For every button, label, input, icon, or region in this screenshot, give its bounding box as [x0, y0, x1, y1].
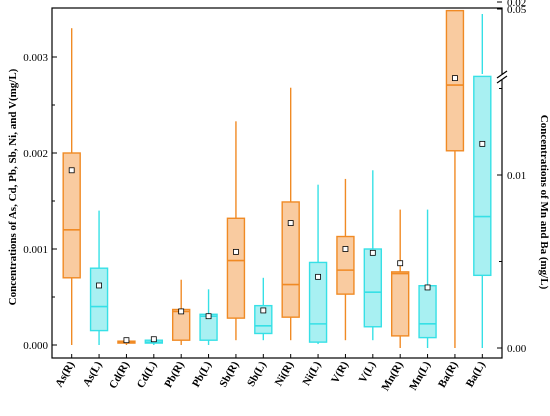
box-nil	[308, 184, 328, 345]
box-vl	[363, 170, 383, 341]
left-tick-label: 0.001	[23, 244, 48, 256]
category-label: As(R)	[53, 359, 77, 389]
mean-marker	[260, 307, 267, 314]
category-label: Cd(L)	[135, 359, 160, 390]
box-iqr	[281, 201, 300, 318]
box-cdr	[117, 337, 136, 345]
box-bal	[473, 14, 492, 348]
box-cdl	[144, 336, 164, 345]
mean-marker	[233, 248, 239, 255]
box-iqr	[62, 152, 81, 279]
right-tick-label: 0.00	[507, 343, 527, 355]
right-axis-ticks: 0.00 0.01 0.020.05	[497, 0, 527, 355]
category-label: Sb(L)	[245, 359, 269, 389]
mean-marker	[424, 284, 431, 291]
plot-frame	[51, 7, 508, 359]
category-label: Cd(R)	[107, 359, 132, 391]
category-labels: As(R) As(L) Cd(R) Cd(L) Pb(R) Pb(L) Sb(R) Sb(L)…	[53, 354, 488, 393]
mean-marker	[287, 220, 294, 226]
axis-break-gap	[499, 74, 505, 80]
category-label: V(R)	[329, 359, 351, 385]
box-pbr	[171, 279, 191, 345]
box-iqr	[336, 235, 355, 295]
category-label: Pb(R)	[162, 359, 187, 390]
box-mnl	[418, 209, 437, 348]
left-axis-ticks: 0.000 0.001 0.002 0.003	[23, 52, 57, 352]
box-nir	[281, 87, 300, 341]
mean-marker	[342, 246, 349, 252]
left-tick-label: 0.003	[23, 52, 48, 64]
mean-marker	[68, 167, 75, 174]
mean-marker	[315, 273, 321, 280]
box-iqr	[308, 261, 328, 343]
mean-marker	[397, 260, 404, 267]
category-label: Ba(R)	[436, 359, 461, 390]
mean-marker	[452, 75, 458, 82]
axis-break-mark	[496, 75, 508, 84]
category-label: V(L)	[357, 359, 379, 385]
mean-marker	[123, 337, 130, 344]
right-tick-label: 0.01	[507, 170, 526, 182]
box-vr	[336, 178, 355, 341]
plot-border	[51, 7, 503, 359]
mean-marker	[205, 313, 212, 320]
category-label: Sb(R)	[217, 359, 241, 389]
box-series	[62, 9, 492, 348]
left-tick-label: 0.000	[23, 340, 48, 352]
box-iqr	[363, 248, 383, 328]
right-tick-label-break: 0.05	[507, 4, 527, 16]
category-label: As(L)	[81, 359, 105, 389]
left-tick-label: 0.002	[23, 148, 48, 160]
mean-marker	[96, 282, 102, 289]
box-iqr	[226, 217, 246, 319]
category-label: Mn(R)	[380, 359, 406, 393]
mean-marker	[369, 249, 376, 256]
box-iqr	[418, 285, 437, 339]
mean-marker	[150, 336, 157, 343]
category-label: Pb(L)	[190, 359, 214, 389]
mean-marker	[178, 308, 185, 315]
left-axis-title: Concentrations of As, Cd, Pb, Sb, Ni, an…	[7, 68, 19, 305]
box-sbl	[254, 277, 273, 341]
category-label: Ni(R)	[273, 359, 297, 388]
box-mnr	[390, 209, 410, 348]
axis-break-mark	[496, 70, 508, 79]
box-asr	[62, 28, 81, 345]
category-label: Ni(L)	[300, 359, 323, 388]
box-iqr	[89, 267, 109, 332]
box-asl	[89, 210, 109, 345]
mean-marker	[479, 140, 486, 147]
box-iqr	[473, 75, 492, 277]
box-bar	[445, 9, 465, 348]
category-label: Ba(L)	[464, 359, 488, 389]
category-label: Mn(L)	[407, 359, 433, 392]
box-iqr	[390, 271, 410, 337]
right-tick-label: 0.02	[507, 0, 526, 9]
box-sbr	[226, 121, 246, 341]
box-pbl	[199, 289, 218, 345]
right-axis-title: Concentrations of Mn and Ba (mg/L)	[538, 115, 550, 290]
